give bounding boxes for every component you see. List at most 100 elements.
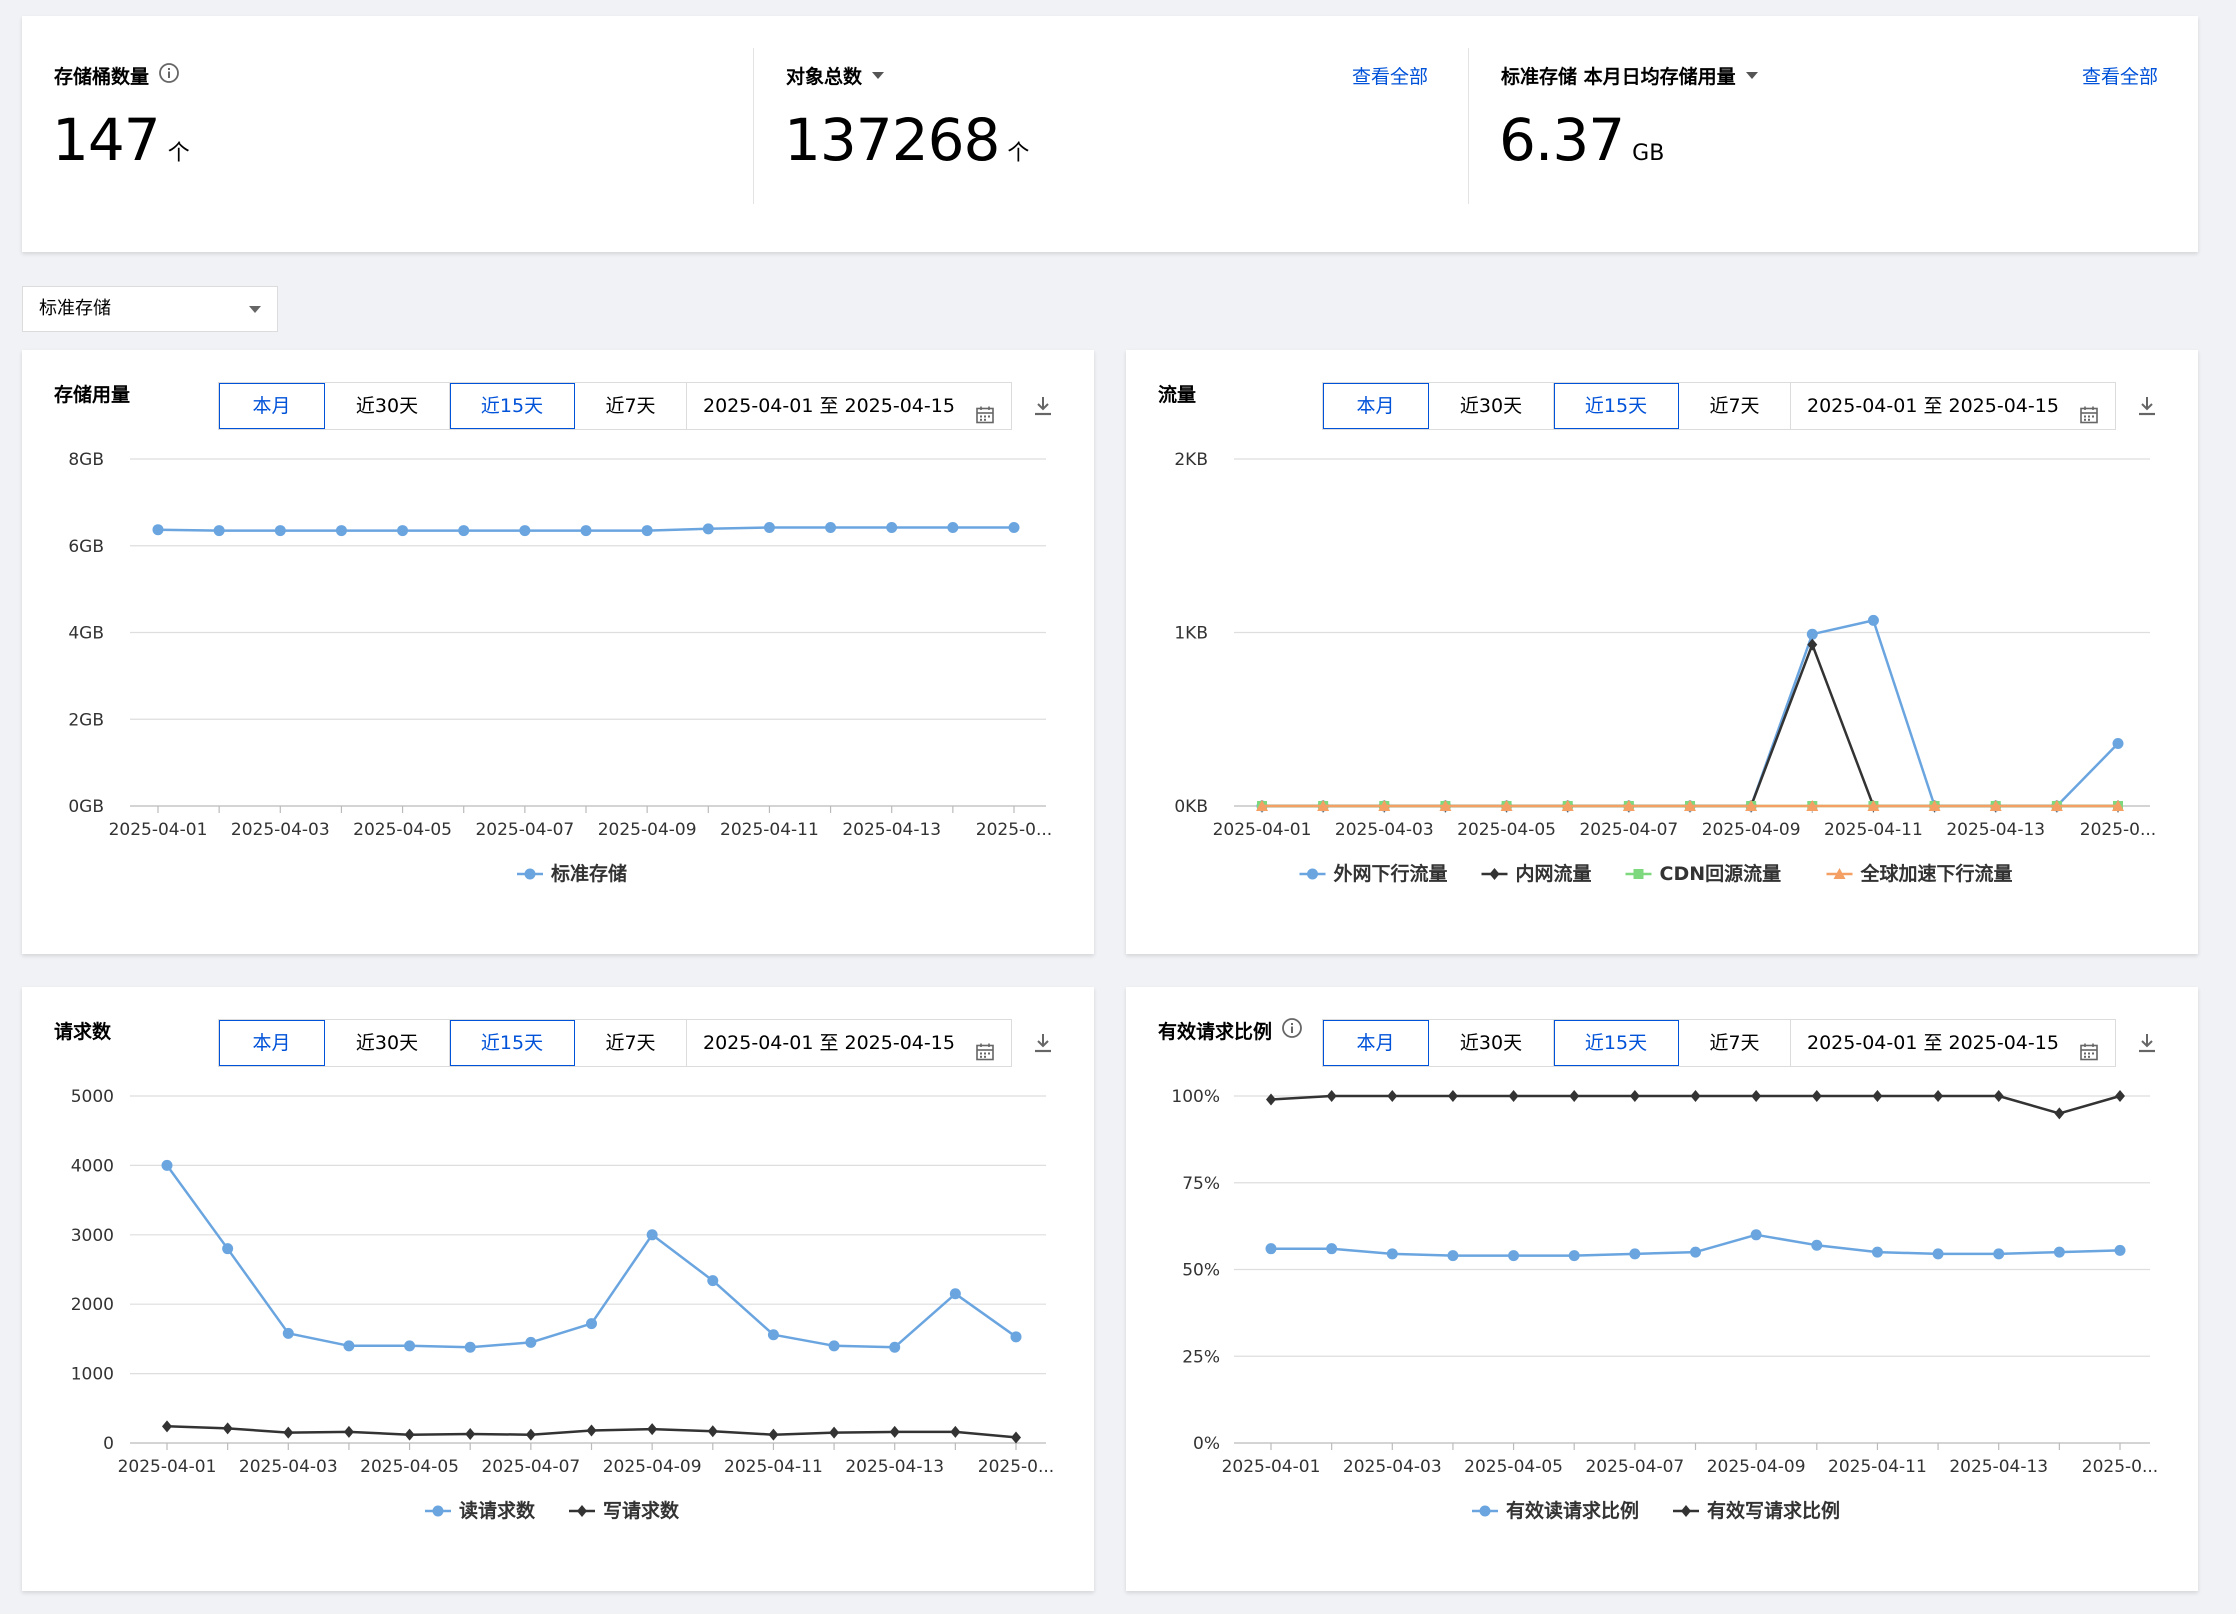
data-point[interactable] [1326,1243,1338,1255]
object-total-dropdown[interactable]: 对象总数 [786,62,885,89]
data-point[interactable] [886,522,898,534]
data-point[interactable] [950,1425,961,1438]
data-point[interactable] [646,1229,658,1241]
data-point[interactable] [641,525,653,537]
data-point[interactable] [1629,1248,1641,1260]
info-icon[interactable] [1281,1017,1303,1044]
data-point[interactable] [1326,1090,1337,1102]
data-point[interactable] [458,525,470,537]
tab-2[interactable]: 近15天 [1554,383,1679,429]
download-icon[interactable] [1032,394,1054,422]
tab-2[interactable]: 近15天 [1554,1020,1679,1066]
data-point[interactable] [1690,1246,1701,1258]
data-point[interactable] [829,1426,840,1439]
data-point[interactable] [1011,1431,1021,1444]
legend-item[interactable]: 有效写请求比例 [1673,1499,1840,1522]
legend-item[interactable]: 全球加速下行流量 [1826,862,2013,885]
data-point[interactable] [222,1243,234,1255]
data-point[interactable] [2112,738,2124,750]
legend-item[interactable]: CDN回源流量 [1625,862,1782,885]
std-storage-dropdown[interactable]: 标准存储 本月日均存储用量 [1501,62,1758,89]
data-point[interactable] [889,1341,901,1353]
tab-0[interactable]: 本月 [1323,1020,1429,1066]
legend-item[interactable]: 读请求数 [425,1499,536,1522]
info-icon[interactable] [158,62,180,89]
data-point[interactable] [464,1341,476,1353]
data-point[interactable] [1872,1090,1883,1102]
data-point[interactable] [1265,1243,1277,1255]
date-range-picker[interactable]: 2025-04-01 至 2025-04-15 [687,1020,1011,1066]
data-point[interactable] [1508,1090,1519,1102]
data-point[interactable] [1508,1250,1520,1262]
data-point[interactable] [1317,800,1330,811]
date-range-picker[interactable]: 2025-04-01 至 2025-04-15 [1791,1020,2115,1066]
data-point[interactable] [343,1340,355,1352]
tab-3[interactable]: 近7天 [1679,1020,1791,1066]
data-point[interactable] [465,1427,476,1440]
data-point[interactable] [647,1423,658,1436]
download-icon[interactable] [1032,1031,1054,1059]
data-point[interactable] [1993,1090,2004,1102]
legend-item[interactable]: 标准存储 [517,862,627,885]
data-point[interactable] [1867,800,1880,811]
data-point[interactable] [1266,1093,1276,1106]
storage-class-select[interactable]: 标准存储 [22,286,278,332]
data-point[interactable] [889,1425,900,1438]
data-point[interactable] [343,1425,354,1438]
legend-item[interactable]: 内网流量 [1481,862,1592,885]
data-point[interactable] [1561,800,1574,811]
download-icon[interactable] [2136,394,2158,422]
data-point[interactable] [519,525,531,537]
tab-2[interactable]: 近15天 [450,1020,575,1066]
tab-3[interactable]: 近7天 [1679,383,1791,429]
data-point[interactable] [763,522,775,534]
data-point[interactable] [1010,1331,1022,1343]
tab-1[interactable]: 近30天 [1429,383,1554,429]
data-point[interactable] [1387,1090,1398,1102]
data-point[interactable] [707,1275,719,1287]
data-point[interactable] [213,525,225,537]
tab-0[interactable]: 本月 [219,1020,325,1066]
tab-3[interactable]: 近7天 [575,1020,687,1066]
data-point[interactable] [1989,800,2002,811]
data-point[interactable] [1386,1248,1398,1260]
data-point[interactable] [828,1340,840,1352]
tab-0[interactable]: 本月 [1323,383,1429,429]
data-point[interactable] [1932,1248,1944,1260]
data-point[interactable] [1871,1246,1883,1258]
data-point[interactable] [1568,1250,1580,1262]
data-point[interactable] [282,1327,294,1339]
data-point[interactable] [1447,1250,1459,1262]
data-point[interactable] [1447,1090,1458,1102]
download-icon[interactable] [2136,1031,2158,1059]
data-point[interactable] [1806,628,1818,640]
data-point[interactable] [222,1422,233,1435]
data-point[interactable] [947,522,959,534]
data-point[interactable] [768,1428,779,1441]
data-point[interactable] [1811,1239,1823,1251]
data-point[interactable] [702,523,714,535]
data-point[interactable] [397,525,409,537]
data-point[interactable] [767,1329,779,1341]
data-point[interactable] [2114,1244,2126,1256]
data-point[interactable] [1629,1090,1640,1102]
data-point[interactable] [1569,1090,1580,1102]
data-point[interactable] [1500,800,1513,811]
data-point[interactable] [525,1428,536,1441]
data-point[interactable] [1933,1090,1944,1102]
data-point[interactable] [283,1426,294,1439]
date-range-picker[interactable]: 2025-04-01 至 2025-04-15 [1791,383,2115,429]
data-point[interactable] [1745,800,1758,811]
legend-item[interactable]: 外网下行流量 [1299,862,1448,885]
tab-0[interactable]: 本月 [219,383,325,429]
data-point[interactable] [1378,800,1391,811]
data-point[interactable] [586,1424,597,1437]
data-point[interactable] [707,1425,718,1438]
data-point[interactable] [2053,1246,2065,1258]
date-range-picker[interactable]: 2025-04-01 至 2025-04-15 [687,383,1011,429]
data-point[interactable] [1690,1090,1701,1102]
data-point[interactable] [2112,800,2124,811]
data-point[interactable] [1867,614,1879,626]
data-point[interactable] [1928,800,1941,811]
legend-item[interactable]: 写请求数 [569,1499,680,1522]
